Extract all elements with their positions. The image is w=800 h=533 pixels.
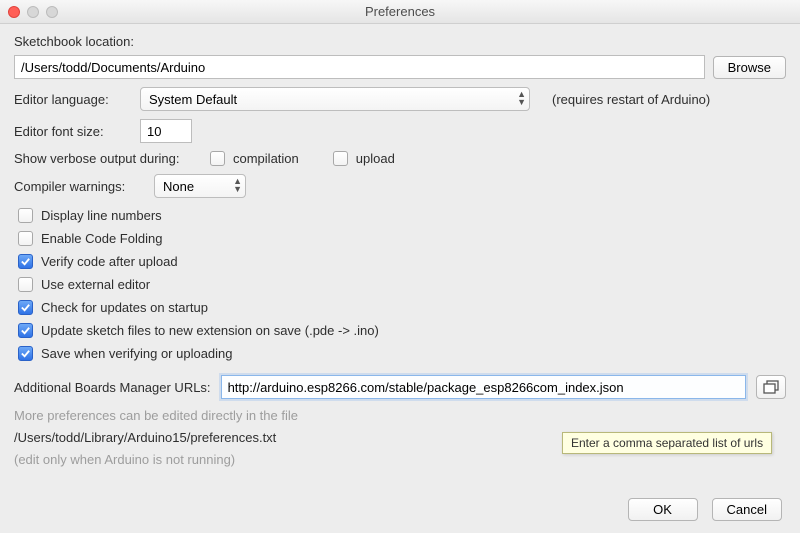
option-label: Verify code after upload (41, 254, 178, 269)
option-label: Check for updates on startup (41, 300, 208, 315)
verbose-upload-label: upload (356, 151, 395, 166)
compiler-warnings-label: Compiler warnings: (14, 179, 146, 194)
sketchbook-label: Sketchbook location: (14, 34, 134, 49)
option-checkbox[interactable] (18, 254, 33, 269)
ok-button[interactable]: OK (628, 498, 698, 521)
option-checkbox[interactable] (18, 208, 33, 223)
title-bar: Preferences (0, 0, 800, 24)
window-title: Preferences (0, 4, 800, 19)
option-label: Update sketch files to new extension on … (41, 323, 379, 338)
option-row: Display line numbers (18, 208, 786, 223)
preferences-panel: Sketchbook location: Browse Editor langu… (0, 24, 800, 481)
option-row: Use external editor (18, 277, 786, 292)
verbose-compilation-label: compilation (233, 151, 299, 166)
boards-urls-tooltip: Enter a comma separated list of urls (562, 432, 772, 454)
option-checkbox[interactable] (18, 231, 33, 246)
editor-fontsize-input[interactable] (140, 119, 192, 143)
option-row: Save when verifying or uploading (18, 346, 786, 361)
option-label: Display line numbers (41, 208, 162, 223)
boards-urls-label: Additional Boards Manager URLs: (14, 380, 211, 395)
verbose-label: Show verbose output during: (14, 151, 202, 166)
option-row: Check for updates on startup (18, 300, 786, 315)
option-row: Verify code after upload (18, 254, 786, 269)
option-checkbox[interactable] (18, 346, 33, 361)
option-row: Update sketch files to new extension on … (18, 323, 786, 338)
browse-button[interactable]: Browse (713, 56, 786, 79)
verbose-upload-checkbox[interactable] (333, 151, 348, 166)
window-stack-icon (763, 380, 779, 394)
window-controls (8, 6, 58, 18)
more-prefs-note: More preferences can be edited directly … (14, 405, 786, 427)
option-checkbox[interactable] (18, 300, 33, 315)
cancel-button[interactable]: Cancel (712, 498, 782, 521)
option-checkbox[interactable] (18, 323, 33, 338)
option-label: Save when verifying or uploading (41, 346, 233, 361)
option-label: Enable Code Folding (41, 231, 162, 246)
options-list: Display line numbers Enable Code Folding V… (18, 208, 786, 361)
language-restart-note: (requires restart of Arduino) (552, 92, 710, 107)
option-label: Use external editor (41, 277, 150, 292)
editor-language-label: Editor language: (14, 92, 132, 107)
option-row: Enable Code Folding (18, 231, 786, 246)
option-checkbox[interactable] (18, 277, 33, 292)
boards-urls-input[interactable] (221, 375, 746, 399)
editor-fontsize-label: Editor font size: (14, 124, 132, 139)
compiler-warnings-select[interactable]: None (154, 174, 246, 198)
verbose-compilation-checkbox[interactable] (210, 151, 225, 166)
boards-urls-expand-button[interactable] (756, 375, 786, 399)
sketchbook-path-input[interactable] (14, 55, 705, 79)
minimize-icon[interactable] (27, 6, 39, 18)
close-icon[interactable] (8, 6, 20, 18)
editor-language-select[interactable]: System Default (140, 87, 530, 111)
zoom-icon[interactable] (46, 6, 58, 18)
